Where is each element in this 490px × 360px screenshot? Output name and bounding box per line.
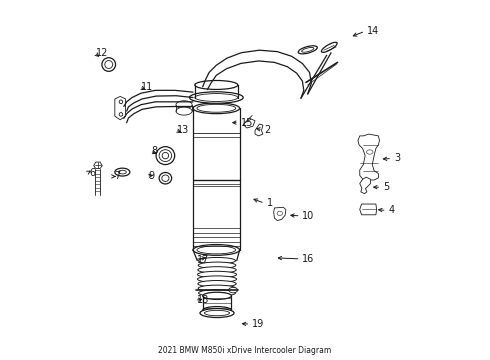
Text: 17: 17 <box>196 255 209 265</box>
Text: 9: 9 <box>148 171 154 181</box>
Ellipse shape <box>176 107 192 115</box>
Ellipse shape <box>105 60 113 68</box>
Ellipse shape <box>159 172 171 184</box>
Ellipse shape <box>119 113 122 116</box>
Text: 3: 3 <box>394 153 400 163</box>
Text: 14: 14 <box>367 26 379 36</box>
Text: 10: 10 <box>302 211 315 221</box>
Polygon shape <box>360 177 370 194</box>
Ellipse shape <box>115 168 130 176</box>
Ellipse shape <box>200 309 234 318</box>
Text: 2021 BMW M850i xDrive Intercooler Diagram: 2021 BMW M850i xDrive Intercooler Diagra… <box>158 346 332 355</box>
Polygon shape <box>274 207 286 221</box>
Text: 8: 8 <box>152 146 158 156</box>
Polygon shape <box>94 162 102 168</box>
Ellipse shape <box>190 92 243 103</box>
Ellipse shape <box>277 211 282 216</box>
Ellipse shape <box>195 81 238 89</box>
Text: 11: 11 <box>141 82 153 92</box>
Ellipse shape <box>176 101 192 109</box>
Polygon shape <box>115 96 125 120</box>
Text: 7: 7 <box>114 171 121 181</box>
Ellipse shape <box>162 175 169 181</box>
Text: 12: 12 <box>96 48 109 58</box>
Ellipse shape <box>197 246 236 254</box>
Polygon shape <box>358 134 379 180</box>
Text: 6: 6 <box>89 168 95 178</box>
Ellipse shape <box>198 257 236 264</box>
Ellipse shape <box>203 292 231 300</box>
Ellipse shape <box>198 290 236 296</box>
Text: 16: 16 <box>302 254 315 264</box>
Text: 4: 4 <box>389 206 394 216</box>
Ellipse shape <box>197 271 237 278</box>
Text: 15: 15 <box>241 118 253 128</box>
Text: 2: 2 <box>265 125 271 135</box>
Ellipse shape <box>321 42 337 52</box>
Ellipse shape <box>298 46 318 54</box>
Ellipse shape <box>229 287 238 293</box>
Text: 19: 19 <box>252 319 265 329</box>
Ellipse shape <box>198 262 236 269</box>
Polygon shape <box>360 204 377 215</box>
Polygon shape <box>243 119 255 128</box>
Ellipse shape <box>367 150 373 154</box>
Ellipse shape <box>203 307 231 314</box>
Ellipse shape <box>195 94 238 102</box>
Ellipse shape <box>102 58 116 71</box>
Ellipse shape <box>198 267 236 273</box>
Ellipse shape <box>197 276 237 282</box>
Ellipse shape <box>198 285 236 292</box>
Text: 13: 13 <box>177 125 189 135</box>
Ellipse shape <box>119 100 122 104</box>
Polygon shape <box>255 124 263 136</box>
Ellipse shape <box>198 280 236 287</box>
Text: 1: 1 <box>267 198 272 208</box>
Ellipse shape <box>197 104 236 112</box>
Ellipse shape <box>162 152 169 159</box>
Ellipse shape <box>159 150 171 162</box>
Ellipse shape <box>119 170 126 174</box>
Ellipse shape <box>302 48 314 52</box>
Ellipse shape <box>193 244 240 255</box>
Text: 5: 5 <box>383 182 390 192</box>
Ellipse shape <box>156 147 175 165</box>
Text: 18: 18 <box>196 295 209 305</box>
Ellipse shape <box>193 103 240 114</box>
Ellipse shape <box>204 310 230 316</box>
